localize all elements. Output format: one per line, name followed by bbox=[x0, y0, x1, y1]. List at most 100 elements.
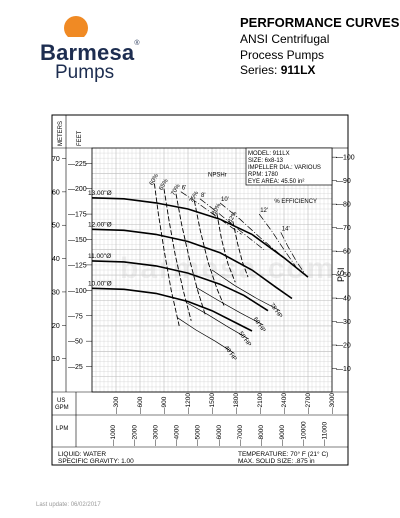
hp-curve-label: 50 HP bbox=[237, 331, 251, 348]
efficiency-curve-label: 82% bbox=[227, 210, 239, 224]
meters-tick-label: 30 bbox=[52, 289, 60, 296]
npshr-curve bbox=[219, 202, 285, 259]
npshr-curve bbox=[258, 213, 298, 269]
subtitle-line-1: ANSI Centrifugal bbox=[240, 32, 330, 46]
npshr-curve-label: 10' bbox=[221, 197, 229, 203]
gpm-tick-label: —900 bbox=[161, 396, 168, 414]
psi-tick-label: —50 bbox=[336, 272, 351, 279]
psi-tick-label: —70 bbox=[336, 225, 351, 232]
feet-tick-label: —50 bbox=[68, 339, 83, 346]
lpm-tick-label: —8000 bbox=[258, 425, 265, 446]
feet-axis-label: FEET bbox=[77, 130, 83, 146]
feet-tick-label: —225 bbox=[68, 161, 87, 168]
lpm-tick-label: —6000 bbox=[216, 425, 223, 446]
impeller-curve-label: 10.00"Ø bbox=[88, 280, 112, 287]
lpm-tick-label: —2000 bbox=[131, 425, 138, 446]
lpm-tick-label: —3000 bbox=[152, 425, 159, 446]
impeller-curve-label: 13.00"Ø bbox=[88, 190, 112, 197]
meters-tick-label: 60 bbox=[52, 189, 60, 196]
gpm-tick-label: —1500 bbox=[209, 393, 216, 414]
temperature-note: TEMPERATURE: 70° F (21° C) bbox=[238, 450, 328, 458]
chart-frame bbox=[51, 114, 349, 466]
feet-tick-label: —100 bbox=[68, 288, 87, 295]
lpm-tick-label: —9000 bbox=[279, 425, 286, 446]
liquid-note: LIQUID: WATER bbox=[58, 451, 106, 458]
brand-name: Barmesa® bbox=[40, 40, 140, 65]
efficiency-curve-label: 65% bbox=[159, 178, 171, 192]
lpm-tick-label: —7000 bbox=[237, 425, 244, 446]
impeller-curve bbox=[91, 287, 253, 332]
meters-tick-label: 40 bbox=[52, 256, 60, 263]
psi-axis-label: PSI bbox=[336, 267, 346, 282]
hp-curve-label: 40 HP bbox=[223, 345, 237, 362]
gpm-tick-label: —600 bbox=[137, 396, 144, 414]
lpm-tick-label: —11000 bbox=[321, 422, 328, 446]
brand-sub: Pumps bbox=[55, 62, 115, 83]
hp-curve bbox=[195, 286, 264, 326]
feet-tick-label: —175 bbox=[68, 212, 87, 219]
npshr-curve-label: 14' bbox=[282, 226, 290, 232]
efficiency-curve-label: 75% bbox=[189, 190, 201, 204]
npshr-curve bbox=[199, 198, 265, 250]
gpm-tick-label: —2700 bbox=[305, 393, 312, 414]
efficiency-curve-label: 70% bbox=[171, 183, 183, 197]
npshr-curve-label: 8' bbox=[201, 193, 205, 199]
info-box-line: IMPELLER DIA.: VARIOUS bbox=[248, 165, 321, 171]
lpm-tick-label: —5000 bbox=[195, 425, 202, 446]
gpm-tick-label: —300 bbox=[113, 396, 120, 414]
psi-tick-label: —60 bbox=[336, 249, 351, 256]
hp-curve bbox=[211, 269, 281, 312]
meters-tick-label: 50 bbox=[52, 223, 60, 230]
npshr-curve bbox=[280, 232, 307, 277]
lpm-tick-label: —1000 bbox=[110, 425, 117, 446]
sun-logo-icon bbox=[60, 16, 92, 40]
impeller-curve-label: 11.00"Ø bbox=[88, 253, 111, 260]
psi-tick-label: —80 bbox=[336, 202, 351, 209]
efficiency-curve bbox=[216, 213, 236, 283]
meters-axis-label: METERS bbox=[58, 121, 64, 146]
page-title: PERFORMANCE CURVES bbox=[240, 15, 400, 30]
psi-tick-label: —30 bbox=[336, 319, 351, 326]
psi-tick-label: —10 bbox=[336, 366, 351, 373]
efficiency-curve bbox=[232, 221, 249, 278]
efficiency-curve bbox=[175, 193, 207, 316]
hp-curve bbox=[177, 317, 235, 354]
efficiency-curve-label: 60% bbox=[149, 173, 161, 187]
meters-tick-label: 10 bbox=[52, 356, 60, 363]
last-update: Last update: 06/02/2017 bbox=[36, 502, 101, 508]
info-box bbox=[245, 147, 333, 186]
feet-tick-label: —125 bbox=[68, 262, 87, 269]
info-box-line: SIZE: 6x8-13 bbox=[248, 158, 284, 164]
series-model: 911LX bbox=[280, 63, 316, 77]
psi-tick-label: —100 bbox=[336, 155, 355, 162]
feet-tick-label: —150 bbox=[68, 237, 87, 244]
us-gpm-label-2: GPM bbox=[55, 405, 69, 411]
gpm-tick-label: —2100 bbox=[257, 393, 264, 414]
psi-tick-label: —90 bbox=[336, 178, 351, 185]
efficiency-label: % EFFICIENCY bbox=[274, 199, 317, 205]
impeller-curve bbox=[91, 260, 269, 312]
us-gpm-label-1: US bbox=[57, 398, 65, 404]
feet-tick-label: —200 bbox=[68, 186, 87, 193]
npshr-label: NPSHr bbox=[208, 172, 227, 178]
efficiency-curve bbox=[153, 183, 180, 326]
impeller-curve-label: 12.00"Ø bbox=[88, 221, 112, 228]
psi-tick-label: —20 bbox=[336, 343, 351, 350]
subtitle-line-2: Process Pumps bbox=[240, 48, 325, 62]
feet-tick-label: —25 bbox=[68, 364, 83, 371]
npshr-curve-label: 12' bbox=[260, 208, 268, 214]
gpm-tick-label: —3000 bbox=[329, 393, 336, 414]
lpm-tick-label: —4000 bbox=[174, 425, 181, 446]
info-box-line: RPM: 1780 bbox=[248, 172, 279, 178]
feet-tick-label: —75 bbox=[68, 313, 83, 320]
efficiency-curve-label: 80% bbox=[211, 202, 223, 216]
liquid-note: SPECIFIC GRAVITY: 1.00 bbox=[58, 458, 134, 465]
series-label: Series: 911LX bbox=[240, 63, 316, 77]
hp-curve-label: 75 HP bbox=[268, 302, 282, 319]
hp-curve bbox=[186, 302, 249, 340]
gpm-tick-label: —1200 bbox=[185, 393, 192, 414]
gpm-tick-label: —2400 bbox=[281, 393, 288, 414]
temperature-note: MAX. SOLID SIZE: .875 in bbox=[238, 458, 315, 465]
info-box-line: EYE AREA: 45.50 in² bbox=[248, 179, 304, 185]
